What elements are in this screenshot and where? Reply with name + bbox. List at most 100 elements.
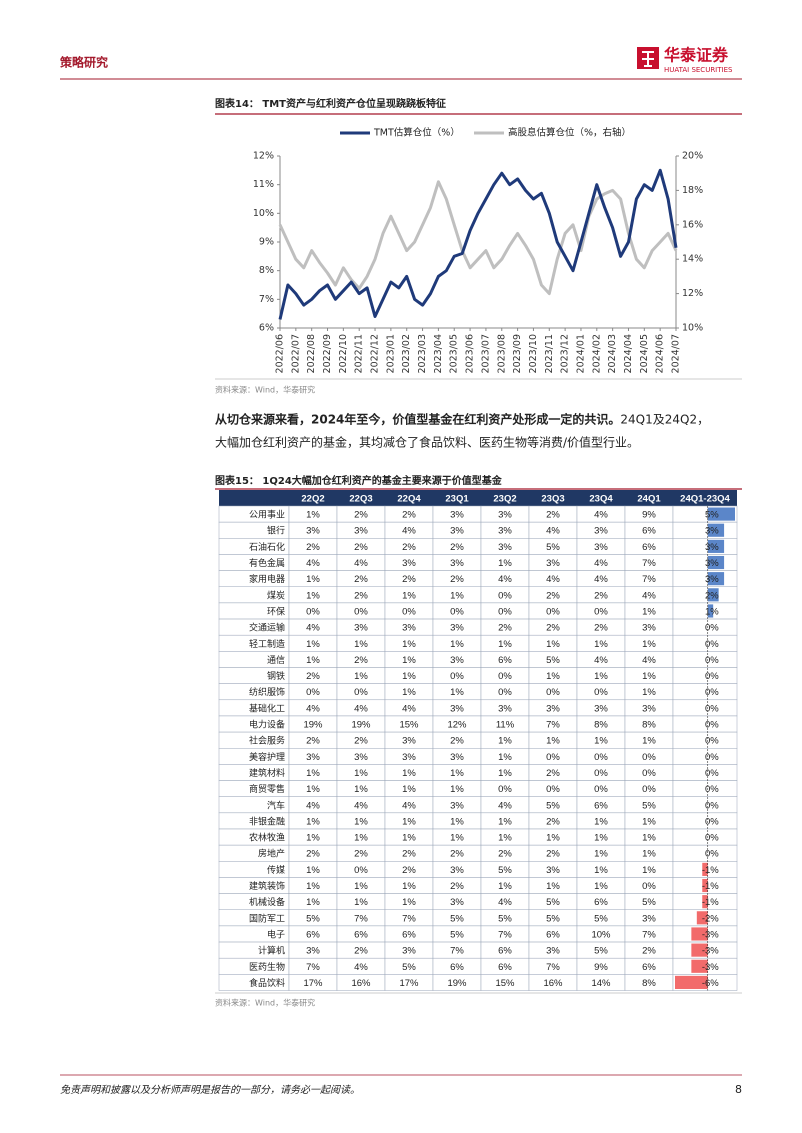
y-tick-label: 11% [253,179,274,190]
column-header: 22Q2 [301,494,324,505]
cell-value: 0% [354,687,368,698]
cell-value: 2% [594,623,608,634]
cell-value: 4% [594,558,608,569]
cell-value: 5% [705,510,719,521]
data-bar [691,943,708,957]
section-title: 策略研究 [60,55,108,70]
cell-value: 3% [546,865,560,876]
cell-value: 6% [642,526,656,537]
row-label: 社会服务 [249,735,285,747]
x-tick-label: 2023/11 [544,334,555,373]
cell-value: 2% [354,946,368,957]
paragraph: 24Q1及24Q2， [620,413,709,427]
cell-value: 1% [642,639,656,650]
cell-value: 2% [546,849,560,860]
y-tick-label: 8% [259,265,274,276]
cell-value: 1% [402,768,416,779]
row-label: 石油石化 [249,541,285,553]
cell-value: 5% [450,929,464,940]
x-tick-label: 2024/06 [655,334,666,373]
data-bar [707,523,725,537]
cell-value: 7% [402,913,416,924]
cell-value: 1% [594,639,608,650]
x-tick-label: 2023/02 [401,334,412,373]
cell-value: 1% [498,816,512,827]
cell-value: 1% [306,768,320,779]
row-label: 传媒 [267,864,285,876]
cell-value: 1% [306,833,320,844]
cell-value: 0% [546,752,560,763]
cell-value: 6% [498,962,512,973]
cell-value: 11% [496,720,515,731]
cell-value: 2% [354,574,368,585]
cell-value: 3% [450,510,464,521]
cell-value: 3% [354,526,368,537]
data-bar [691,927,708,941]
cell-value: 1% [498,752,512,763]
cell-value: 4% [546,574,560,585]
cell-value: 1% [402,671,416,682]
cell-value: 1% [306,590,320,601]
cell-value: 3% [450,526,464,537]
cell-value: 3% [705,558,719,569]
cell-value: 0% [354,865,368,876]
cell-value: 2% [354,655,368,666]
cell-value: 4% [354,703,368,714]
x-tick-label: 2024/07 [671,334,682,373]
cell-value: 0% [546,687,560,698]
cell-value: 3% [498,703,512,714]
cell-value: 5% [546,897,560,908]
cell-value: 4% [498,574,512,585]
cell-value: 3% [705,574,719,585]
cell-value: 6% [498,655,512,666]
x-tick-label: 2024/05 [639,334,650,373]
cell-value: 5% [306,913,320,924]
row-label: 美容护理 [249,751,285,763]
cell-value: 5% [546,655,560,666]
cell-value: 1% [306,881,320,892]
column-header: 22Q3 [349,494,372,505]
cell-value: 1% [402,881,416,892]
x-tick-label: 2023/09 [512,334,523,373]
cell-value: 7% [546,720,560,731]
cell-value: 0% [498,606,512,617]
y2-tick-label: 18% [682,185,703,196]
cell-value: 1% [354,768,368,779]
cell-value: 2% [546,510,560,521]
cell-value: 1% [354,833,368,844]
brand: 华泰证券 [664,46,729,65]
cell-value: 1% [306,655,320,666]
cell-value: 1% [306,865,320,876]
cell-value: 2% [402,865,416,876]
cell-value: 6% [306,929,320,940]
series-line [278,168,678,320]
cell-value: 2% [354,736,368,747]
cell-value: 3% [450,752,464,763]
cell-value: 4% [306,623,320,634]
cell-value: 3% [546,703,560,714]
x-tick-label: 2023/05 [449,334,460,373]
cell-value: 6% [498,946,512,957]
y2-tick-label: 10% [682,323,703,334]
cell-value: 5% [546,913,560,924]
row-label: 交通运输 [249,622,285,634]
cell-value: 4% [402,800,416,811]
x-tick-label: 2023/08 [496,334,507,373]
cell-value: 1% [642,833,656,844]
cell-value: 3% [705,526,719,537]
cell-value: 2% [450,881,464,892]
row-label: 电子 [267,928,285,940]
cell-value: 3% [306,526,320,537]
row-label: 基础化工 [249,702,285,714]
cell-value: 4% [306,558,320,569]
cell-value: 1% [498,736,512,747]
row-label: 通信 [267,654,285,666]
cell-value: 7% [642,929,656,940]
cell-value: 3% [498,542,512,553]
x-tick-label: 2022/07 [290,334,301,373]
y-tick-label: 7% [259,294,274,305]
cell-value: 6% [594,800,608,811]
cell-value: 1% [354,897,368,908]
x-tick-label: 2023/12 [560,334,571,373]
cell-value: -1% [702,881,719,892]
